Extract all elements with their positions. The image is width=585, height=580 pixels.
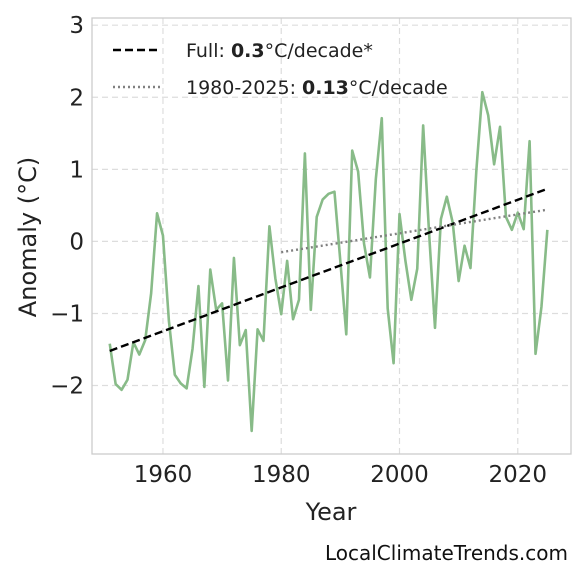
y-tick-label: 2 — [69, 85, 84, 111]
grid-lines — [92, 18, 571, 454]
y-tick-label: 0 — [69, 229, 84, 255]
x-tick-label: 2000 — [370, 462, 429, 488]
anomaly-line — [108, 90, 549, 433]
recent-trend-line — [281, 208, 548, 254]
axis-ticks: 1960 1980 2000 2020 3 2 1 0 −1 −2 — [50, 13, 547, 488]
y-tick-label: 3 — [69, 13, 84, 39]
legend-label-recent-trend: 1980-2025: 0.13°C/decade — [186, 77, 448, 99]
legend-recent-prefix: 1980-2025: — [186, 77, 302, 99]
y-tick-label: −2 — [50, 374, 84, 400]
legend-full-value: 0.3 — [231, 40, 265, 62]
legend-label-full-trend: Full: 0.3°C/decade* — [186, 40, 373, 62]
x-tick-label: 2020 — [489, 462, 548, 488]
legend-recent-value: 0.13 — [302, 77, 349, 99]
watermark: LocalClimateTrends.com — [325, 541, 568, 565]
legend-full-suffix: °C/decade* — [265, 40, 373, 62]
plot-frame — [91, 17, 572, 455]
y-tick-label: 1 — [69, 157, 84, 183]
x-tick-label: 1980 — [252, 462, 311, 488]
x-tick-label: 1960 — [134, 462, 193, 488]
y-axis-title: Anomaly (°C) — [14, 157, 42, 317]
full-trend-line — [109, 187, 548, 353]
chart-series — [108, 90, 549, 433]
legend-recent-suffix: °C/decade — [349, 77, 448, 99]
y-tick-label: −1 — [50, 301, 84, 327]
x-axis-title: Year — [305, 498, 357, 526]
legend-full-prefix: Full: — [186, 40, 231, 62]
legend: Full: 0.3°C/decade* 1980-2025: 0.13°C/de… — [113, 40, 448, 99]
